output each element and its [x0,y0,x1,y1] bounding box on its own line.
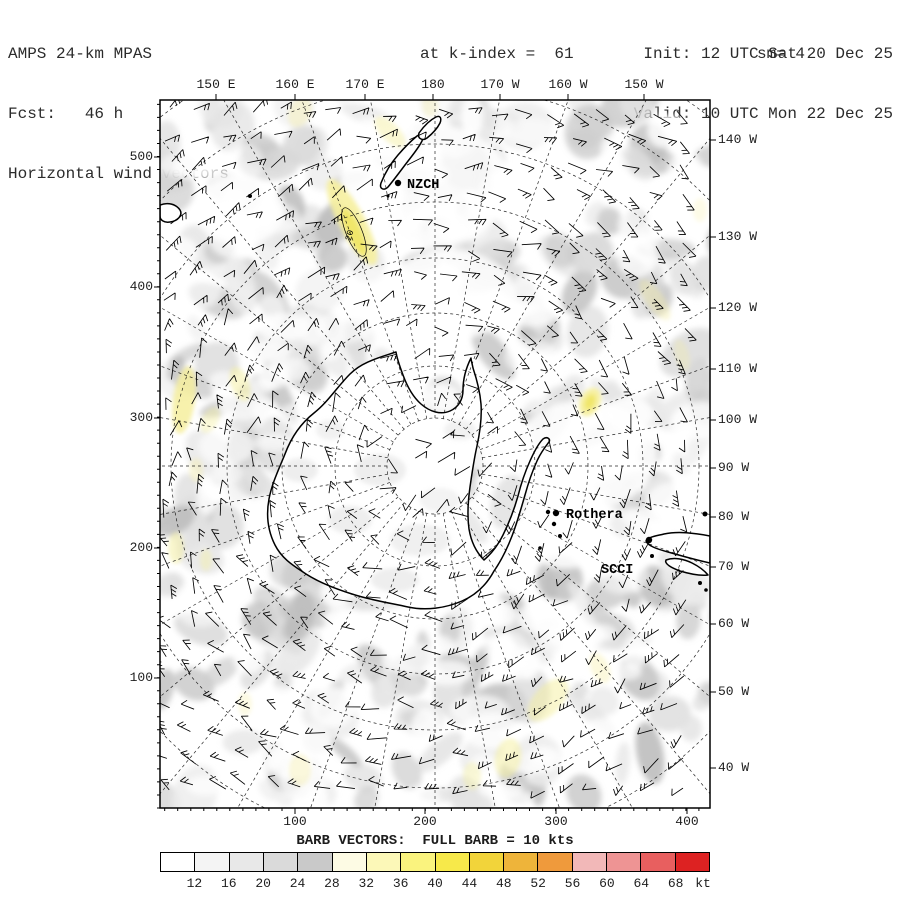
colorbar-title: BARB VECTORS: FULL BARB = 10 kts [296,833,574,849]
axis-label-top: 170 E [345,77,385,92]
continent-terrain [282,420,476,592]
tick-marks [154,94,716,814]
init-time: Init: 12 UTC Sat 20 Dec 25 [643,45,893,63]
forecast-hour: Fcst: 46 h [8,105,124,123]
colorbar-tick-label: 24 [289,876,306,891]
axis-label-top: 150 E [196,77,236,92]
axis-label-right: 100 W [718,412,758,427]
model-name: AMPS 24-km MPAS [8,45,153,63]
axis-label-right: 120 W [718,300,758,315]
colorbar-tick-label: 52 [530,876,546,891]
colorbar-cell [195,853,230,871]
colorbar-tick-label: 60 [599,876,615,891]
colorbar-cell [435,853,470,871]
axis-label-left: 400 [129,279,153,294]
station-label-rothera: Rothera [566,508,623,523]
axis-label-bottom: 300 [544,814,568,829]
station-dot-rothera [552,509,560,517]
colorbar-tick-label: 32 [358,876,375,891]
colorbar-tick-label: 44 [461,876,478,891]
axis-label-top: 150 W [624,77,664,92]
colorbar-cell [229,853,264,871]
colorbar-cell [469,853,505,871]
axis-label-left: 500 [129,149,153,164]
axis-label-left: 200 [129,540,153,555]
coastlines [160,115,710,610]
station-dot-scci [645,536,653,544]
isotach-label: 20 [344,229,356,242]
axis-label-left: 300 [129,410,153,425]
axis-label-right: 130 W [718,229,758,244]
axis-label-right: 70 W [718,559,750,574]
axis-label-right: 50 W [718,684,750,699]
axis-label-right: 90 W [718,460,750,475]
axis-label-top: 180 [421,77,445,92]
colorbar-cell [504,853,539,871]
axis-label-bottom: 200 [413,814,437,829]
colorbar-tick-label: 20 [255,876,271,891]
colorbar-tick-label: 28 [324,876,340,891]
colorbar-tick-label: 16 [220,876,237,891]
smoothing-label: sm= 4 [757,45,806,63]
colorbar-cell [263,853,299,871]
colorbar-tick-label: 64 [633,876,650,891]
station-dot-nzch [394,179,402,187]
station-label-nzch: NZCH [407,178,439,193]
header-right: Init: 12 UTC Sat 20 Dec 25 Valid: 10 UTC… [634,4,893,164]
map-frame [159,99,711,809]
colorbar-cell [641,853,676,871]
axis-label-left: 100 [129,670,153,685]
axis-label-top: 160 W [548,77,588,92]
wind-barbs [160,100,697,799]
axis-label-bottom: 100 [283,814,307,829]
colorbar-tick-label: 36 [392,876,409,891]
axis-label-right: 40 W [718,760,750,775]
colorbar-cell [401,853,436,871]
colorbar-cell [572,853,608,871]
station-label-scci: SCCI [601,563,633,578]
colorbar-unit-label: kt [695,876,711,891]
colorbar [160,852,710,872]
colorbar-cell [675,853,709,871]
axis-label-right: 80 W [718,509,750,524]
colorbar-tick-label: 56 [564,876,581,891]
colorbar-cell [607,853,642,871]
axis-label-top: 170 W [480,77,520,92]
axis-label-bottom: 400 [675,814,699,829]
colorbar-tick-label: 48 [495,876,512,891]
colorbar-tick-label: 40 [427,876,443,891]
colorbar-tick-label: 12 [186,876,203,891]
level-label: at k-index = 61 [420,45,574,63]
colorbar-tick-label: 68 [667,876,684,891]
colorbar-cell [161,853,196,871]
colorbar-cell [538,853,573,871]
axis-label-right: 110 W [718,361,758,376]
axis-label-right: 60 W [718,616,750,631]
axis-label-top: 160 E [275,77,315,92]
colorbar-cell [298,853,333,871]
colorbar-cell [366,853,402,871]
colorbar-cell [332,853,367,871]
axis-label-right: 140 W [718,132,758,147]
